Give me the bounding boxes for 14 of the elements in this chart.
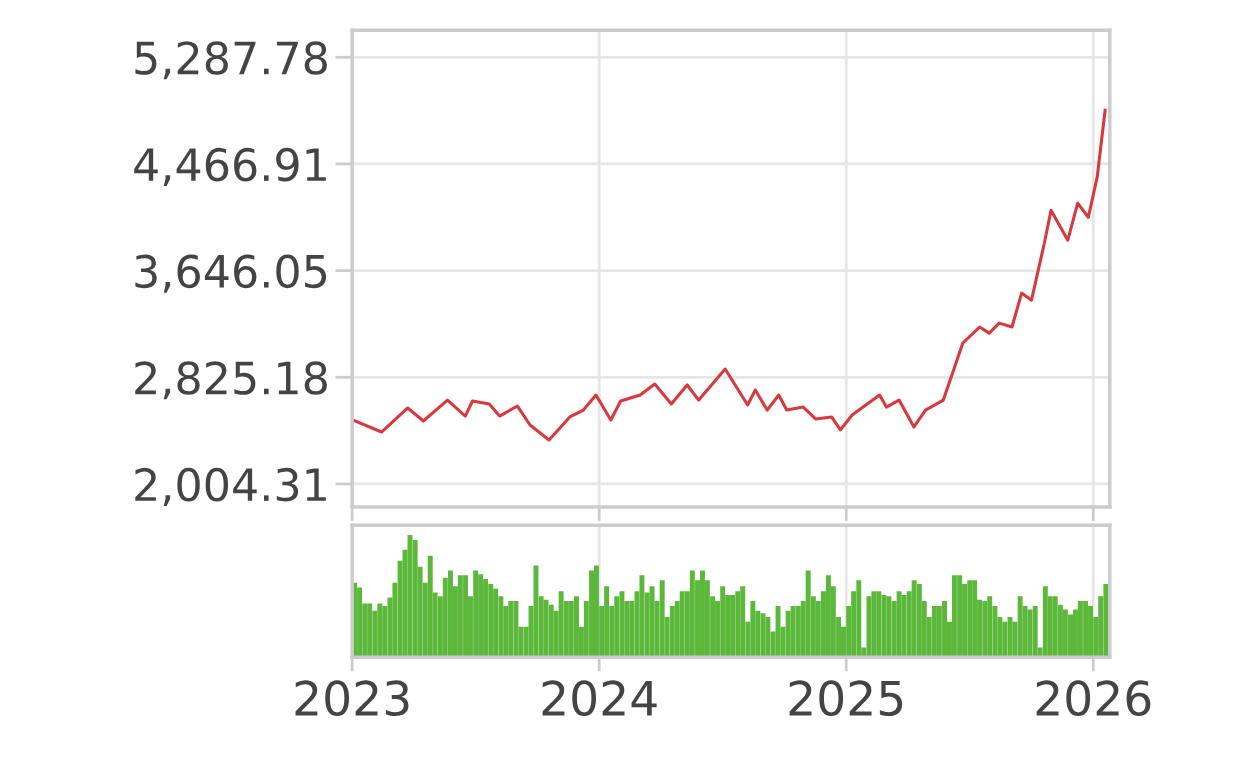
bar [357, 587, 363, 658]
y-tick-label: 2,825.18 [135, 361, 327, 400]
x-tick-label: 2026 [1036, 680, 1151, 717]
bar [896, 591, 902, 658]
line-series [352, 108, 1107, 442]
y-tick-label: 3,646.05 [135, 254, 327, 293]
x-tick-label: 2024 [542, 680, 657, 717]
x-tick-label: 2023 [295, 680, 409, 717]
bar [775, 605, 781, 658]
y-tick-label: 2,004.31 [135, 467, 326, 507]
x-tick-label: 2025 [789, 680, 903, 717]
y-tick-label: 4,466.91 [134, 147, 326, 187]
bar [649, 586, 655, 658]
y-tick-label: 5,287.78 [135, 41, 327, 80]
